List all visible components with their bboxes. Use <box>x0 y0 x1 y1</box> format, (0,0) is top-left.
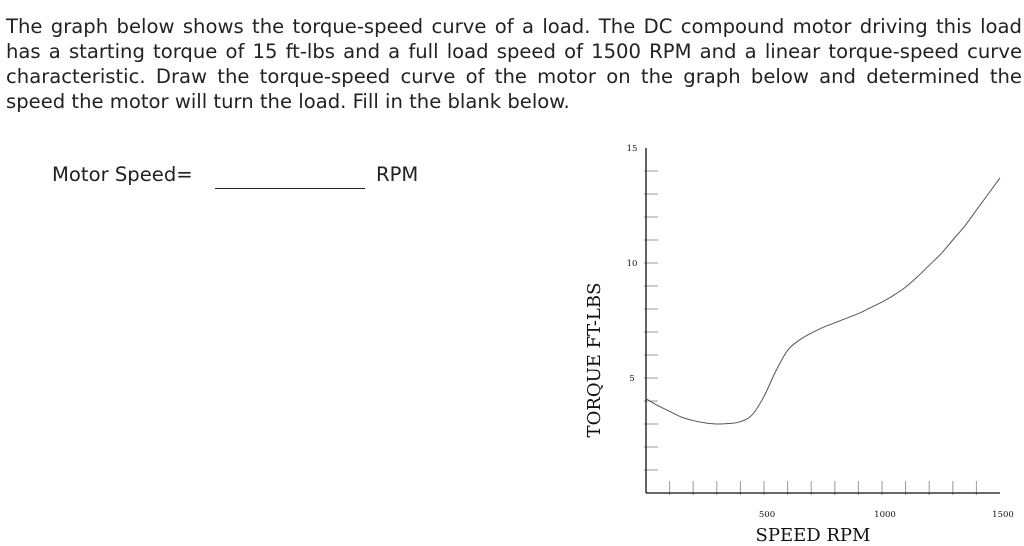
y-axis-title: TORQUE FT-LBS <box>584 283 605 438</box>
y-tick-label: 15 <box>627 144 638 154</box>
y-tick-labels: 5 10 15 <box>627 144 638 384</box>
problem-statement: The graph below shows the torque-speed c… <box>6 15 1022 113</box>
series-group <box>645 177 1001 425</box>
y-tick-label: 10 <box>627 259 638 269</box>
x-tick-labels: 500 1000 1500 <box>759 510 1014 520</box>
y-tick-label: 5 <box>629 374 634 384</box>
x-tick-label: 1000 <box>874 510 896 520</box>
x-axis-title: SPEED RPM <box>756 525 871 546</box>
motor-speed-label: Motor Speed= <box>52 163 193 186</box>
load-torque-curve <box>645 177 1001 425</box>
motor-speed-blank[interactable] <box>215 188 365 189</box>
x-tick-label: 500 <box>759 510 775 520</box>
motor-speed-unit: RPM <box>376 163 419 186</box>
x-tick-label: 1500 <box>992 510 1014 520</box>
